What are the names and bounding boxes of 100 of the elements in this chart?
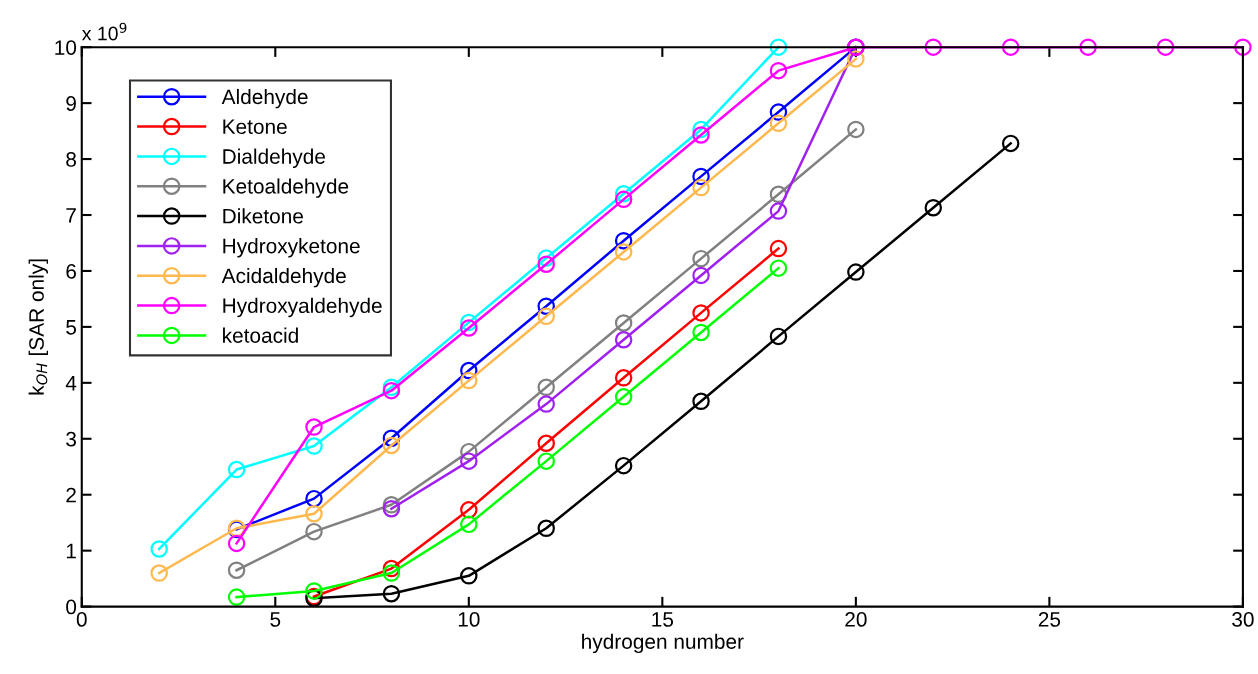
- y-tick-label: 2: [66, 487, 76, 503]
- point: [692, 126, 710, 144]
- point: [769, 259, 788, 277]
- y-tick-label: 9: [66, 96, 76, 111]
- point: [305, 437, 323, 455]
- point: [227, 460, 246, 479]
- point: [614, 314, 633, 332]
- y-tick-label: 3: [66, 431, 76, 447]
- y-tick-label: 5: [66, 320, 77, 335]
- point: [614, 331, 633, 349]
- point: [769, 114, 788, 133]
- x-tick-label: 0: [76, 612, 87, 627]
- point: [537, 378, 555, 397]
- point: [537, 249, 555, 267]
- x-tick-label: 10: [458, 612, 480, 627]
- y-tick-label: 4: [65, 376, 77, 391]
- point: [537, 434, 555, 452]
- legend-label: Aldehyde: [221, 88, 308, 109]
- point: [614, 388, 633, 406]
- point: [460, 515, 478, 534]
- x-tick-label: 30: [1232, 612, 1254, 627]
- legend-label: Ketone: [223, 119, 287, 135]
- point: [305, 522, 323, 541]
- point: [460, 567, 478, 585]
- text: x 10$^{9}$: [81, 22, 127, 41]
- point: [692, 323, 710, 342]
- x-tick-label: 25: [1038, 612, 1061, 627]
- point: [769, 239, 788, 258]
- point: [1001, 38, 1020, 56]
- legend-label: Dialdehyde: [223, 148, 325, 168]
- legend-label: Acidaldehyde: [221, 267, 346, 288]
- point: [769, 61, 788, 80]
- point: [847, 50, 865, 68]
- point: [382, 499, 401, 518]
- point: [305, 418, 323, 436]
- point: [305, 582, 323, 600]
- point: [769, 38, 788, 56]
- point: [769, 202, 788, 220]
- y-tick-label: 1: [66, 543, 76, 559]
- point: [537, 519, 555, 538]
- point: [150, 540, 168, 558]
- point: [460, 452, 478, 470]
- point: [382, 564, 401, 582]
- point: [382, 436, 401, 455]
- point: [537, 452, 555, 470]
- y-tick-label: 6: [66, 263, 76, 279]
- point: [692, 167, 710, 186]
- point: [537, 297, 555, 315]
- point: [692, 249, 710, 268]
- point: [692, 304, 710, 322]
- legend-label: ketoacid: [223, 327, 298, 343]
- point: [460, 442, 478, 461]
- point: [1079, 38, 1097, 56]
- point: [227, 561, 246, 579]
- point: [460, 319, 478, 337]
- point: [847, 120, 865, 139]
- point: [460, 313, 478, 332]
- x-tick-label: 15: [652, 612, 674, 627]
- point: [692, 120, 710, 139]
- y-tick-label: 8: [66, 152, 76, 167]
- point: [537, 395, 555, 413]
- point: [382, 429, 401, 447]
- point: [924, 38, 943, 56]
- x-axis-title: hydrogen number: [582, 633, 744, 654]
- point: [460, 371, 478, 390]
- point: [614, 243, 633, 261]
- point: [924, 198, 943, 217]
- legend-label: Diketone: [223, 208, 303, 224]
- y-tick-label: 7: [66, 208, 76, 223]
- point: [382, 584, 401, 603]
- point: [614, 185, 633, 203]
- legend-label: Hydroxyketone: [223, 238, 360, 258]
- point: [227, 588, 246, 606]
- point: [1001, 134, 1020, 153]
- y-axis-title: k$_{OH}$ [SAR only]: [28, 259, 49, 395]
- legend-label: Ketoaldehyde: [223, 178, 349, 198]
- point: [692, 178, 710, 197]
- point: [382, 496, 401, 514]
- point: [460, 361, 478, 380]
- y-tick-label: 0: [66, 599, 77, 615]
- legend-label: Hydroxyaldehyde: [223, 297, 382, 318]
- y-tick-label: 10: [55, 40, 77, 55]
- point: [614, 190, 633, 209]
- point: [614, 369, 633, 387]
- point: [769, 327, 788, 346]
- point: [305, 489, 323, 508]
- point: [460, 501, 478, 519]
- point: [537, 255, 555, 273]
- x-tick-label: 5: [270, 612, 281, 627]
- point: [692, 266, 710, 285]
- point: [769, 185, 788, 204]
- point: [150, 564, 168, 582]
- point: [769, 103, 788, 121]
- point: [614, 231, 633, 250]
- point: [382, 559, 401, 578]
- point: [847, 263, 865, 281]
- point: [227, 534, 246, 553]
- point: [692, 392, 710, 411]
- point: [614, 456, 633, 475]
- point: [305, 504, 323, 523]
